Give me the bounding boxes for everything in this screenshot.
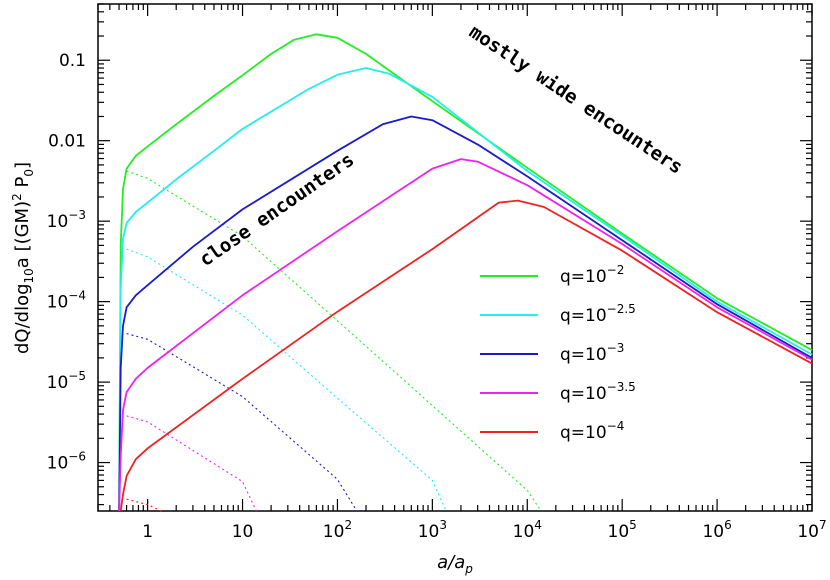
y-tick-labels: 0.1 0.01 10−3 10−4 10−5 10−6: [47, 51, 86, 473]
y-tick-label: 10−5: [47, 369, 86, 393]
series-solid-line-4: [119, 199, 813, 512]
x-tick-labels: 1 10 102 103 104 105 106 107: [142, 518, 826, 542]
y-tick-label: 10−6: [47, 450, 86, 474]
solid-series-group: [118, 33, 813, 512]
legend: q=10−2 q=10−2.5 q=10−3 q=10−3.5 q=10−4: [480, 263, 636, 443]
series-solid-line-3: [118, 158, 813, 512]
series-solid-line-1: [118, 67, 813, 512]
x-tick-label: 103: [418, 518, 447, 542]
x-tick-label: 105: [608, 518, 637, 542]
y-label-mid: a [(GM): [12, 201, 33, 268]
legend-label-0: q=10−2: [560, 263, 624, 287]
y-tick-label: 0.01: [48, 132, 86, 152]
x-axis-label-main: a/a: [437, 552, 465, 573]
y-axis-label: dQ/dlog10a [(GM)2 P0]: [10, 162, 36, 354]
y-label-sup: 2: [10, 193, 24, 201]
y-label-sub1: 10: [22, 268, 36, 283]
x-axis-label-sub: p: [464, 562, 473, 576]
annotation-0: close encounters: [195, 149, 358, 272]
y-label-mid2: P: [12, 177, 33, 194]
series-solid-line-2: [118, 115, 813, 512]
axis-ticks: [97, 3, 813, 511]
y-label-end: ]: [12, 162, 33, 169]
legend-label-3: q=10−3.5: [560, 380, 636, 404]
x-tick-label: 106: [702, 518, 731, 542]
x-tick-label: 107: [797, 518, 826, 542]
series-dotted-line-1: [126, 248, 447, 512]
y-label-main: dQ/dlog: [12, 283, 33, 354]
legend-label-4: q=10−4: [560, 419, 624, 443]
legend-label-2: q=10−3: [560, 341, 624, 365]
legend-label-1: q=10−2.5: [560, 302, 636, 326]
x-tick-label: 1: [142, 522, 153, 542]
annotation-1: mostly wide encounters: [465, 21, 687, 179]
series-solid-line-0: [118, 33, 813, 512]
x-tick-label: 10: [232, 522, 254, 542]
dotted-series-group: [126, 170, 542, 512]
series-dotted-line-4: [126, 498, 162, 512]
x-tick-label: 104: [513, 518, 542, 542]
series-dotted-line-2: [126, 333, 358, 512]
plot-frame: [97, 3, 813, 512]
x-tick-label: 102: [323, 518, 352, 542]
y-label-sub2: 0: [22, 169, 36, 177]
x-axis-label: a/ap: [437, 552, 473, 576]
series-dotted-line-0: [126, 170, 542, 512]
y-tick-label: 0.1: [59, 51, 86, 71]
y-tick-label: 10−4: [47, 289, 86, 313]
y-tick-label: 10−3: [47, 208, 86, 232]
series-dotted-line-3: [126, 415, 257, 512]
